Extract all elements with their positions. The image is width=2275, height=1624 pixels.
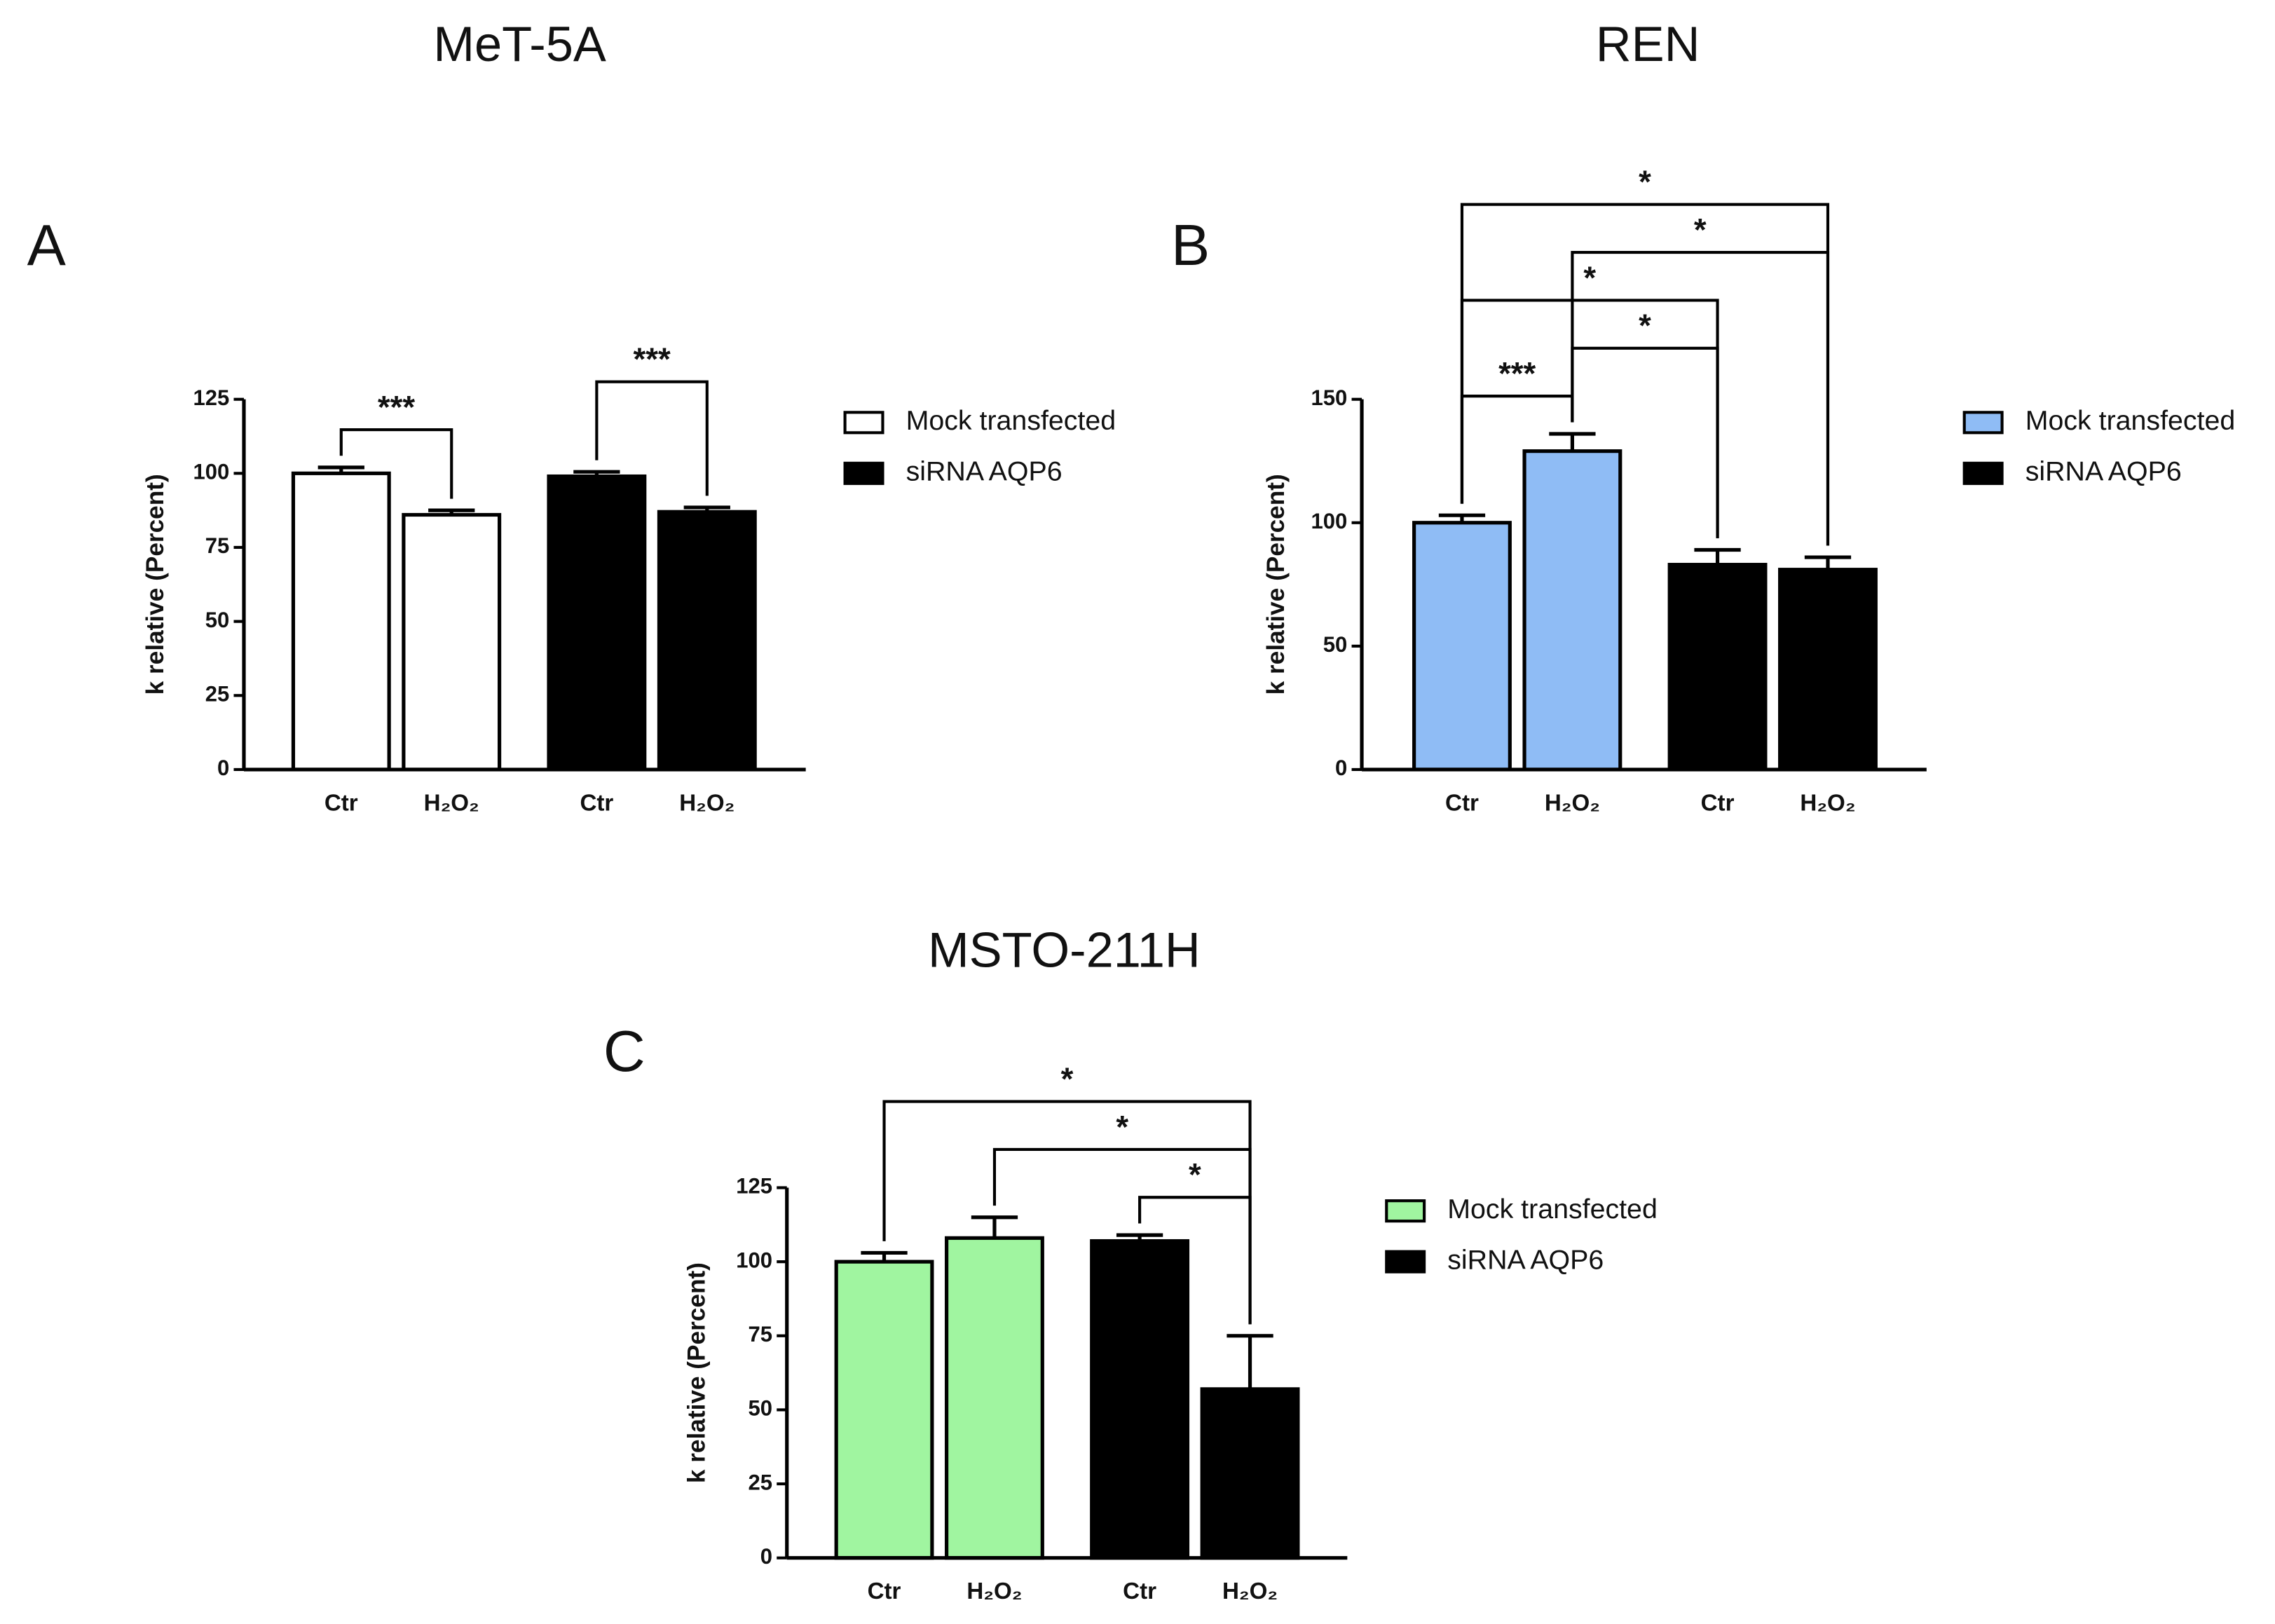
significance-label: * <box>1061 1061 1074 1097</box>
y-tick-label: 50 <box>748 1396 772 1421</box>
significance-label: * <box>1639 308 1651 343</box>
significance-bracket <box>1460 203 1830 546</box>
significance-label: * <box>1694 212 1707 247</box>
significance-label: * <box>1583 260 1596 296</box>
legend-marker <box>1962 411 2004 435</box>
legend-label: Mock transfected <box>1447 1194 1658 1224</box>
error-bar <box>861 1250 908 1262</box>
legend-label: siRNA AQP6 <box>2025 456 2182 487</box>
y-axis-label: k relative (Percent) <box>142 474 169 695</box>
x-tick-label: Ctr <box>324 790 358 816</box>
x-tick-label: H₂O₂ <box>1545 790 1600 816</box>
error-bar <box>971 1215 1018 1239</box>
chart-title: REN <box>1596 16 1700 71</box>
y-tick-label: 50 <box>205 608 230 632</box>
x-tick-label: H₂O₂ <box>1800 790 1855 816</box>
y-tick-label: 0 <box>217 756 229 780</box>
y-tick-label: 125 <box>193 385 229 410</box>
legend-label: siRNA AQP6 <box>906 456 1063 487</box>
bar <box>1667 563 1768 772</box>
x-tick-label: Ctr <box>1701 790 1735 816</box>
significance-label: * <box>1116 1109 1128 1145</box>
legend-label: Mock transfected <box>2025 405 2236 436</box>
y-tick-label: 25 <box>205 681 230 706</box>
y-tick-label: 25 <box>748 1470 772 1494</box>
bar <box>657 510 757 772</box>
error-bar <box>1438 513 1486 523</box>
y-tick-label: 150 <box>1311 385 1347 410</box>
legend-label: siRNA AQP6 <box>1447 1245 1604 1276</box>
y-tick-label: 0 <box>1335 756 1347 780</box>
bar <box>945 1236 1044 1560</box>
legend-marker <box>1962 461 2004 485</box>
significance-bracket <box>339 428 453 499</box>
x-tick-label: H₂O₂ <box>679 790 735 816</box>
x-tick-label: H₂O₂ <box>966 1578 1022 1604</box>
x-tick-label: Ctr <box>868 1578 901 1604</box>
error-bar <box>317 465 364 474</box>
legend-label: Mock transfected <box>906 405 1116 436</box>
x-tick-label: Ctr <box>1123 1578 1156 1604</box>
panel-label: B <box>1171 212 1210 278</box>
error-bar <box>428 508 475 515</box>
chart-title: MSTO-211H <box>928 922 1201 978</box>
bar <box>1778 568 1878 772</box>
bar <box>1200 1387 1300 1560</box>
y-axis-label: k relative (Percent) <box>1262 474 1290 695</box>
legend-marker <box>843 411 884 435</box>
significance-label: * <box>1189 1157 1201 1193</box>
bar <box>291 471 391 772</box>
significance-label: *** <box>633 341 670 377</box>
error-bar <box>573 470 620 477</box>
error-bar <box>683 505 730 512</box>
y-tick-label: 50 <box>1323 632 1348 657</box>
x-tick-label: Ctr <box>580 790 613 816</box>
significance-label: *** <box>378 389 415 425</box>
bar <box>1522 449 1622 772</box>
error-bar <box>1804 555 1852 570</box>
panel-label: A <box>27 212 67 278</box>
legend-marker <box>1385 1199 1426 1223</box>
y-tick-label: 125 <box>736 1174 772 1199</box>
bar <box>402 512 502 772</box>
x-tick-label: H₂O₂ <box>1222 1578 1278 1604</box>
error-bar <box>1116 1233 1163 1241</box>
x-tick-label: H₂O₂ <box>424 790 479 816</box>
y-tick-label: 0 <box>760 1544 772 1569</box>
y-tick-label: 100 <box>193 460 229 484</box>
significance-label: *** <box>1498 356 1536 392</box>
significance-bracket <box>595 380 709 496</box>
legend-marker <box>1385 1250 1426 1274</box>
y-tick-label: 75 <box>748 1322 772 1346</box>
y-axis-label: k relative (Percent) <box>683 1262 711 1483</box>
legend-marker <box>843 461 884 485</box>
error-bar <box>1227 1334 1273 1389</box>
significance-bracket <box>882 1100 1252 1325</box>
error-bar <box>1694 547 1741 565</box>
y-tick-label: 100 <box>736 1248 772 1272</box>
bar <box>834 1260 934 1560</box>
error-bar <box>1549 432 1596 451</box>
panel-label: C <box>603 1018 645 1084</box>
x-tick-label: Ctr <box>1445 790 1479 816</box>
significance-label: * <box>1639 164 1651 200</box>
y-tick-label: 75 <box>205 533 230 558</box>
bar <box>1412 521 1512 772</box>
y-tick-label: 100 <box>1311 509 1347 533</box>
bar <box>1090 1239 1190 1560</box>
bar <box>547 474 647 772</box>
chart-title: MeT-5A <box>433 16 606 71</box>
